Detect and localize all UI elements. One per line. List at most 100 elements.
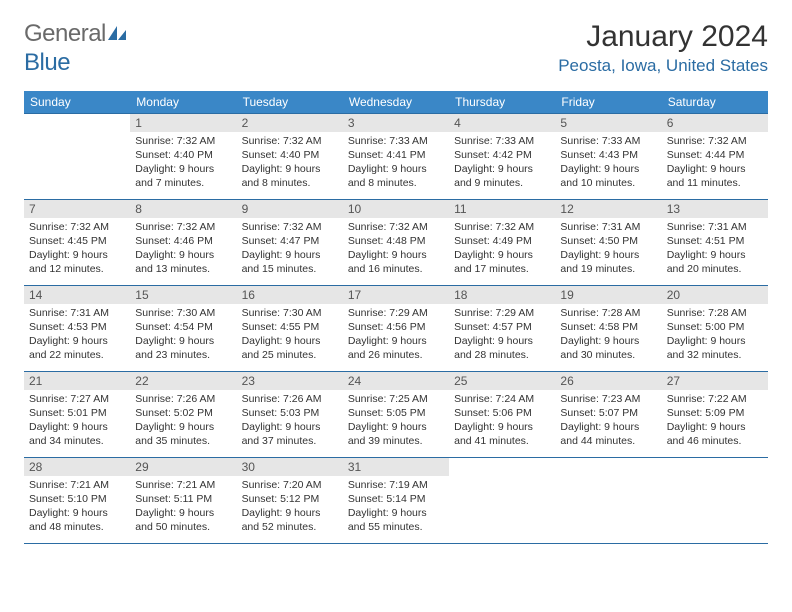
day-detail-line: Sunset: 4:54 PM <box>135 320 231 334</box>
day-detail-line: Sunrise: 7:33 AM <box>560 134 656 148</box>
day-detail-line: Sunrise: 7:20 AM <box>242 478 338 492</box>
calendar-cell: 4Sunrise: 7:33 AMSunset: 4:42 PMDaylight… <box>449 113 555 199</box>
calendar-cell: 8Sunrise: 7:32 AMSunset: 4:46 PMDaylight… <box>130 199 236 285</box>
calendar-table: SundayMondayTuesdayWednesdayThursdayFrid… <box>24 91 768 544</box>
day-details: Sunrise: 7:33 AMSunset: 4:42 PMDaylight:… <box>449 132 555 195</box>
day-header-row: SundayMondayTuesdayWednesdayThursdayFrid… <box>24 91 768 113</box>
day-detail-line: Sunrise: 7:28 AM <box>667 306 763 320</box>
day-detail-line: Sunset: 4:57 PM <box>454 320 550 334</box>
calendar-cell <box>662 457 768 543</box>
day-detail-line: Sunrise: 7:32 AM <box>667 134 763 148</box>
day-detail-line: and 19 minutes. <box>560 262 656 276</box>
day-number-bar: 9 <box>237 199 343 218</box>
day-details: Sunrise: 7:23 AMSunset: 5:07 PMDaylight:… <box>555 390 661 453</box>
day-detail-line: Daylight: 9 hours <box>560 420 656 434</box>
day-detail-line: Daylight: 9 hours <box>242 420 338 434</box>
calendar-week-row: 21Sunrise: 7:27 AMSunset: 5:01 PMDayligh… <box>24 371 768 457</box>
day-detail-line: Sunset: 5:14 PM <box>348 492 444 506</box>
day-detail-line: and 30 minutes. <box>560 348 656 362</box>
calendar-body: 1Sunrise: 7:32 AMSunset: 4:40 PMDaylight… <box>24 113 768 544</box>
day-detail-line: Sunrise: 7:32 AM <box>454 220 550 234</box>
day-detail-line: and 17 minutes. <box>454 262 550 276</box>
day-details: Sunrise: 7:29 AMSunset: 4:57 PMDaylight:… <box>449 304 555 367</box>
calendar-cell: 11Sunrise: 7:32 AMSunset: 4:49 PMDayligh… <box>449 199 555 285</box>
day-detail-line: Daylight: 9 hours <box>242 506 338 520</box>
day-details: Sunrise: 7:19 AMSunset: 5:14 PMDaylight:… <box>343 476 449 539</box>
day-detail-line: Sunset: 4:41 PM <box>348 148 444 162</box>
day-number-bar: 17 <box>343 285 449 304</box>
day-detail-line: and 8 minutes. <box>348 176 444 190</box>
day-detail-line: and 9 minutes. <box>454 176 550 190</box>
day-detail-line: Sunrise: 7:22 AM <box>667 392 763 406</box>
calendar-cell: 3Sunrise: 7:33 AMSunset: 4:41 PMDaylight… <box>343 113 449 199</box>
day-detail-line: and 20 minutes. <box>667 262 763 276</box>
day-number-bar: 8 <box>130 199 236 218</box>
day-detail-line: Daylight: 9 hours <box>454 420 550 434</box>
day-detail-line: Sunrise: 7:19 AM <box>348 478 444 492</box>
calendar-cell: 31Sunrise: 7:19 AMSunset: 5:14 PMDayligh… <box>343 457 449 543</box>
day-details: Sunrise: 7:27 AMSunset: 5:01 PMDaylight:… <box>24 390 130 453</box>
day-detail-line: Sunset: 4:45 PM <box>29 234 125 248</box>
calendar-week-row: 28Sunrise: 7:21 AMSunset: 5:10 PMDayligh… <box>24 457 768 543</box>
day-details: Sunrise: 7:26 AMSunset: 5:03 PMDaylight:… <box>237 390 343 453</box>
day-detail-line: Daylight: 9 hours <box>454 248 550 262</box>
day-detail-line: Sunrise: 7:26 AM <box>242 392 338 406</box>
day-details: Sunrise: 7:28 AMSunset: 5:00 PMDaylight:… <box>662 304 768 367</box>
day-detail-line: Daylight: 9 hours <box>29 334 125 348</box>
day-number-bar <box>449 457 555 476</box>
title-block: January 2024 Peosta, Iowa, United States <box>558 20 768 76</box>
day-details: Sunrise: 7:21 AMSunset: 5:11 PMDaylight:… <box>130 476 236 539</box>
calendar-cell: 27Sunrise: 7:22 AMSunset: 5:09 PMDayligh… <box>662 371 768 457</box>
day-details: Sunrise: 7:32 AMSunset: 4:44 PMDaylight:… <box>662 132 768 195</box>
day-detail-line: Sunset: 5:02 PM <box>135 406 231 420</box>
day-detail-line: and 23 minutes. <box>135 348 231 362</box>
day-detail-line: Daylight: 9 hours <box>667 248 763 262</box>
day-detail-line: Sunrise: 7:26 AM <box>135 392 231 406</box>
day-detail-line: Daylight: 9 hours <box>348 420 444 434</box>
day-detail-line: Sunset: 5:06 PM <box>454 406 550 420</box>
day-detail-line: Sunrise: 7:32 AM <box>242 220 338 234</box>
day-detail-line: Sunrise: 7:21 AM <box>29 478 125 492</box>
calendar-cell: 30Sunrise: 7:20 AMSunset: 5:12 PMDayligh… <box>237 457 343 543</box>
calendar-cell <box>449 457 555 543</box>
day-detail-line: Sunset: 4:53 PM <box>29 320 125 334</box>
day-detail-line: Sunset: 4:50 PM <box>560 234 656 248</box>
day-detail-line: Sunrise: 7:24 AM <box>454 392 550 406</box>
day-details: Sunrise: 7:31 AMSunset: 4:53 PMDaylight:… <box>24 304 130 367</box>
calendar-cell: 18Sunrise: 7:29 AMSunset: 4:57 PMDayligh… <box>449 285 555 371</box>
calendar-cell: 20Sunrise: 7:28 AMSunset: 5:00 PMDayligh… <box>662 285 768 371</box>
calendar-cell: 1Sunrise: 7:32 AMSunset: 4:40 PMDaylight… <box>130 113 236 199</box>
sail-icon <box>106 21 128 49</box>
calendar-cell: 28Sunrise: 7:21 AMSunset: 5:10 PMDayligh… <box>24 457 130 543</box>
day-detail-line: and 26 minutes. <box>348 348 444 362</box>
day-number-bar: 21 <box>24 371 130 390</box>
calendar-cell: 21Sunrise: 7:27 AMSunset: 5:01 PMDayligh… <box>24 371 130 457</box>
day-detail-line: Daylight: 9 hours <box>348 248 444 262</box>
day-detail-line: Daylight: 9 hours <box>667 162 763 176</box>
day-detail-line: Sunset: 4:58 PM <box>560 320 656 334</box>
day-number-bar: 29 <box>130 457 236 476</box>
day-detail-line: Daylight: 9 hours <box>348 506 444 520</box>
day-detail-line: Daylight: 9 hours <box>242 248 338 262</box>
calendar-cell: 19Sunrise: 7:28 AMSunset: 4:58 PMDayligh… <box>555 285 661 371</box>
day-detail-line: Sunrise: 7:25 AM <box>348 392 444 406</box>
day-number-bar: 14 <box>24 285 130 304</box>
day-number-bar: 2 <box>237 113 343 132</box>
day-detail-line: Daylight: 9 hours <box>560 248 656 262</box>
calendar-cell: 6Sunrise: 7:32 AMSunset: 4:44 PMDaylight… <box>662 113 768 199</box>
day-detail-line: Daylight: 9 hours <box>29 420 125 434</box>
day-detail-line: Sunset: 5:09 PM <box>667 406 763 420</box>
day-detail-line: Sunrise: 7:33 AM <box>348 134 444 148</box>
day-number-bar: 12 <box>555 199 661 218</box>
month-title: January 2024 <box>558 20 768 54</box>
calendar-cell: 7Sunrise: 7:32 AMSunset: 4:45 PMDaylight… <box>24 199 130 285</box>
day-number-bar: 11 <box>449 199 555 218</box>
day-number-bar: 30 <box>237 457 343 476</box>
day-detail-line: Sunrise: 7:30 AM <box>242 306 338 320</box>
day-number-bar: 22 <box>130 371 236 390</box>
day-detail-line: Sunset: 5:07 PM <box>560 406 656 420</box>
calendar-cell: 24Sunrise: 7:25 AMSunset: 5:05 PMDayligh… <box>343 371 449 457</box>
day-detail-line: Sunrise: 7:33 AM <box>454 134 550 148</box>
day-details: Sunrise: 7:32 AMSunset: 4:49 PMDaylight:… <box>449 218 555 281</box>
calendar-cell: 5Sunrise: 7:33 AMSunset: 4:43 PMDaylight… <box>555 113 661 199</box>
